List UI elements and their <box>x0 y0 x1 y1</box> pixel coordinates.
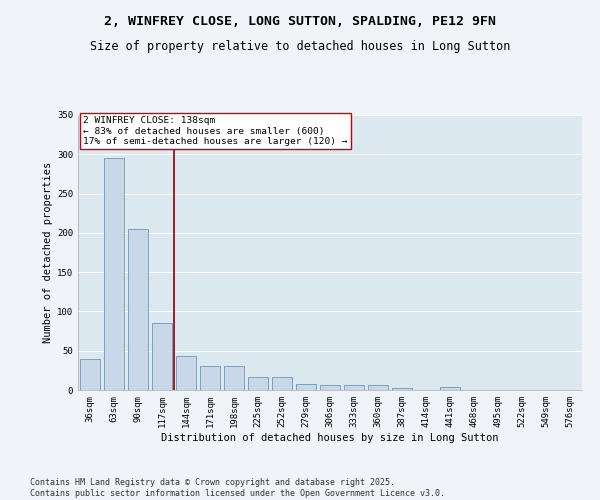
Bar <box>296 384 316 390</box>
Bar <box>152 323 172 390</box>
Bar <box>224 366 244 390</box>
Y-axis label: Number of detached properties: Number of detached properties <box>43 162 53 343</box>
Text: 2 WINFREY CLOSE: 138sqm
← 83% of detached houses are smaller (600)
17% of semi-d: 2 WINFREY CLOSE: 138sqm ← 83% of detache… <box>83 116 347 146</box>
Bar <box>104 158 124 390</box>
Bar <box>80 358 100 390</box>
Text: Size of property relative to detached houses in Long Sutton: Size of property relative to detached ho… <box>90 40 510 53</box>
Bar <box>440 387 460 390</box>
Text: 2, WINFREY CLOSE, LONG SUTTON, SPALDING, PE12 9FN: 2, WINFREY CLOSE, LONG SUTTON, SPALDING,… <box>104 15 496 28</box>
Bar <box>368 386 388 390</box>
Text: Contains HM Land Registry data © Crown copyright and database right 2025.
Contai: Contains HM Land Registry data © Crown c… <box>30 478 445 498</box>
Bar <box>392 388 412 390</box>
Bar <box>320 386 340 390</box>
X-axis label: Distribution of detached houses by size in Long Sutton: Distribution of detached houses by size … <box>161 432 499 442</box>
Bar <box>176 356 196 390</box>
Bar <box>248 378 268 390</box>
Bar <box>200 366 220 390</box>
Bar <box>344 384 364 390</box>
Bar <box>128 229 148 390</box>
Bar <box>272 378 292 390</box>
